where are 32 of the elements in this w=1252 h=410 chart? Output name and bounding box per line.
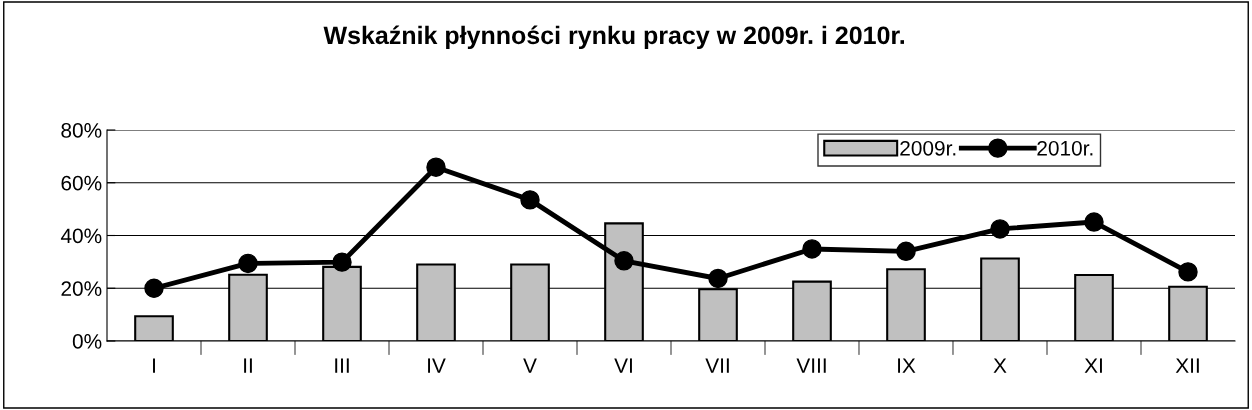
x-tick-label: V [523,358,537,373]
legend-label: 2010r. [1037,140,1093,156]
point [332,252,352,272]
point [238,253,258,274]
y-tick-label: 20% [61,281,102,296]
x-tick-label: II [244,358,252,373]
point [520,190,540,210]
point [896,241,916,262]
legend-label: 2009r. [900,140,956,156]
chart-title: Wskaźnik płynności rynku pracy w 2009r. i 2010r. [323,25,905,50]
x-tick-label: I [153,358,155,373]
point [426,157,446,177]
x-tick-label: III [335,358,349,373]
y-tick-label: 80% [61,123,102,138]
y-tick-label: 40% [60,228,102,244]
x-tick-label: IX [898,358,916,373]
x-tick-label: X [993,358,1007,373]
point [802,239,822,259]
x-tick-label: VII [705,358,729,373]
x-tick-label: IV [428,358,446,373]
y-tick-label: 0% [72,334,102,349]
x-tick-label: XII [1175,358,1199,373]
point [144,278,164,298]
point [708,268,728,289]
y-tick-label: 60% [61,175,102,191]
point [1084,212,1104,232]
x-tick-label: VIII [796,358,826,373]
point [614,251,634,271]
x-tick-label: VI [614,358,632,373]
x-tick-label: XI [1084,358,1102,373]
point [1178,262,1198,282]
point [990,219,1010,239]
